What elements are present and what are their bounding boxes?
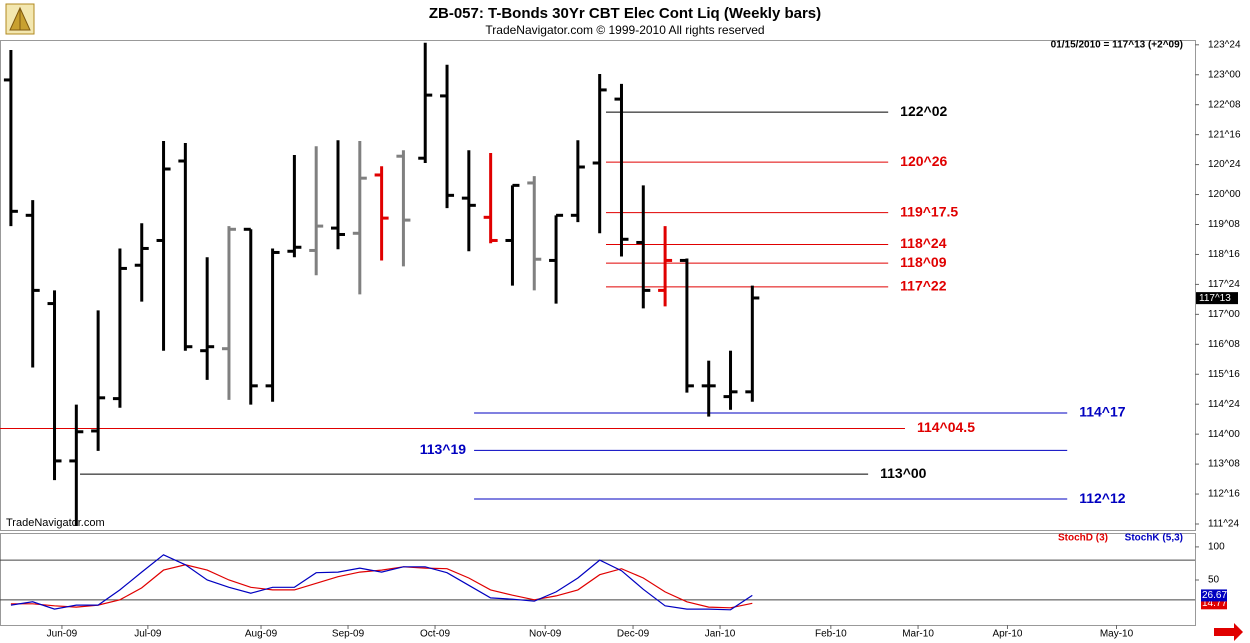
y-tick-label: 117^24 (1208, 279, 1240, 290)
level-label: 114^04.5 (917, 419, 975, 435)
x-tick-label: May-10 (1100, 629, 1134, 640)
price-panel (0, 40, 1196, 531)
x-tick-label: Jun-09 (47, 629, 78, 640)
legend-label: StochK (5,3) (1125, 533, 1183, 544)
last-value-box (1201, 589, 1227, 602)
y-tick-label: 111^24 (1208, 519, 1239, 530)
y-tick-label: 112^16 (1208, 489, 1240, 500)
level-label: 118^09 (900, 254, 947, 270)
y-tick-label: 113^08 (1208, 459, 1240, 470)
y-tick-label: 123^00 (1208, 69, 1241, 80)
x-tick-label: Jul-09 (134, 629, 162, 640)
x-tick-label: Feb-10 (815, 629, 847, 640)
last-value-label: 14.77 (1202, 598, 1227, 609)
stoch-line (10, 564, 753, 609)
x-tick-label: Sep-09 (332, 629, 365, 640)
logo (5, 3, 35, 35)
level-label: 114^17 (1079, 404, 1126, 420)
level-label: 120^26 (900, 153, 947, 169)
y-tick-label: 114^00 (1208, 429, 1240, 440)
y-tick-label: 122^08 (1208, 99, 1241, 110)
legend-label: StochD (3) (1058, 533, 1108, 544)
price-info: 01/15/2010 = 117^13 (+2^09) (1051, 40, 1183, 51)
y-tick-label: 120^24 (1208, 159, 1241, 170)
y-tick-label: 119^08 (1208, 219, 1240, 230)
level-label: 112^12 (1079, 490, 1126, 506)
scroll-arrow[interactable] (1214, 623, 1243, 641)
last-price-box (1196, 292, 1238, 305)
level-label: 113^19 (420, 441, 467, 457)
x-tick-label: Mar-10 (902, 629, 934, 640)
last-value-label: 26.67 (1202, 590, 1227, 601)
x-tick-label: Oct-09 (420, 629, 450, 640)
watermark: TradeNavigator.com (6, 517, 105, 529)
level-label: 119^17.5 (900, 203, 958, 219)
x-tick-label: Nov-09 (529, 629, 562, 640)
y-tick-label: 116^08 (1208, 339, 1240, 350)
level-label: 118^24 (900, 235, 947, 251)
x-tick-label: Jan-10 (705, 629, 736, 640)
x-tick-label: Aug-09 (245, 629, 278, 640)
level-label: 117^22 (900, 278, 947, 294)
chart-subtitle: TradeNavigator.com © 1999-2010 All right… (485, 23, 764, 37)
y-tick-label: 50 (1208, 575, 1220, 586)
x-tick-label: Dec-09 (617, 629, 650, 640)
chart-title: ZB-057: T-Bonds 30Yr CBT Elec Cont Liq (… (429, 5, 821, 22)
stoch-line (10, 554, 753, 611)
y-tick-label: 115^16 (1208, 369, 1240, 380)
y-tick-label: 120^00 (1208, 189, 1241, 200)
y-tick-label: 114^24 (1208, 399, 1240, 410)
last-price-label: 117^13 (1199, 293, 1231, 304)
y-tick-label: 100 (1208, 542, 1225, 553)
y-tick-label: 118^16 (1208, 249, 1240, 260)
level-label: 113^00 (880, 465, 927, 481)
level-label: 122^02 (900, 103, 947, 119)
y-tick-label: 121^16 (1208, 129, 1241, 140)
y-tick-label: 123^24 (1208, 39, 1241, 50)
y-tick-label: 117^00 (1208, 309, 1240, 320)
x-tick-label: Apr-10 (992, 629, 1022, 640)
